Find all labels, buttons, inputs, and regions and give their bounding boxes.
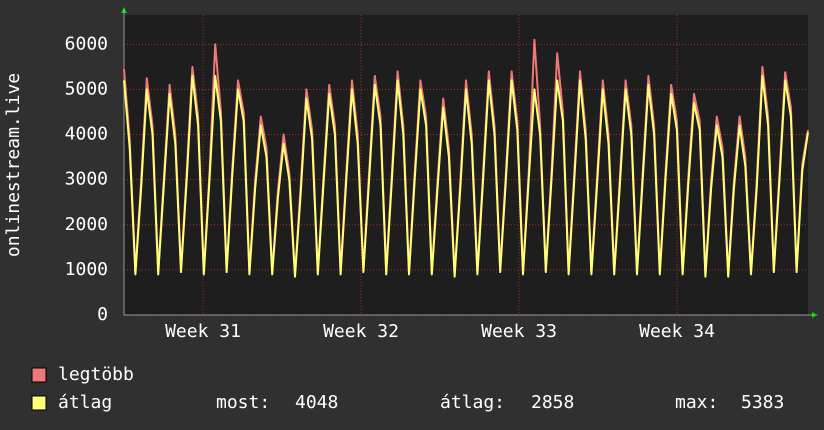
stat-value: 5383 <box>741 392 784 413</box>
x-tick-label: Week 33 <box>481 321 557 342</box>
legend-swatch <box>31 367 47 383</box>
stat-label: átlag: <box>440 392 505 413</box>
x-tick-label: Week 32 <box>323 321 399 342</box>
y-tick-label: 1000 <box>65 259 108 280</box>
stat-value: 4048 <box>295 392 338 413</box>
series-line <box>123 38 809 276</box>
y-tick-label: 0 <box>97 304 108 325</box>
legend-label: legtöbb <box>58 364 134 385</box>
legend-swatch <box>31 395 47 411</box>
axis-arrow <box>812 312 818 318</box>
x-tick-label: Week 34 <box>639 321 715 342</box>
y-tick-label: 2000 <box>65 214 108 235</box>
y-tick-label: 3000 <box>65 169 108 190</box>
stat-label: max: <box>675 392 718 413</box>
x-tick-label: Week 31 <box>165 321 241 342</box>
series-line <box>123 74 809 278</box>
y-axis-label: onlinestream.live <box>3 73 24 257</box>
stat-value: 2858 <box>531 392 574 413</box>
y-tick-label: 5000 <box>65 78 108 99</box>
y-tick-label: 4000 <box>65 124 108 145</box>
y-tick-label: 6000 <box>65 33 108 54</box>
plot-area <box>124 15 808 315</box>
stat-label: most: <box>216 392 270 413</box>
legend-label: átlag <box>58 392 112 413</box>
